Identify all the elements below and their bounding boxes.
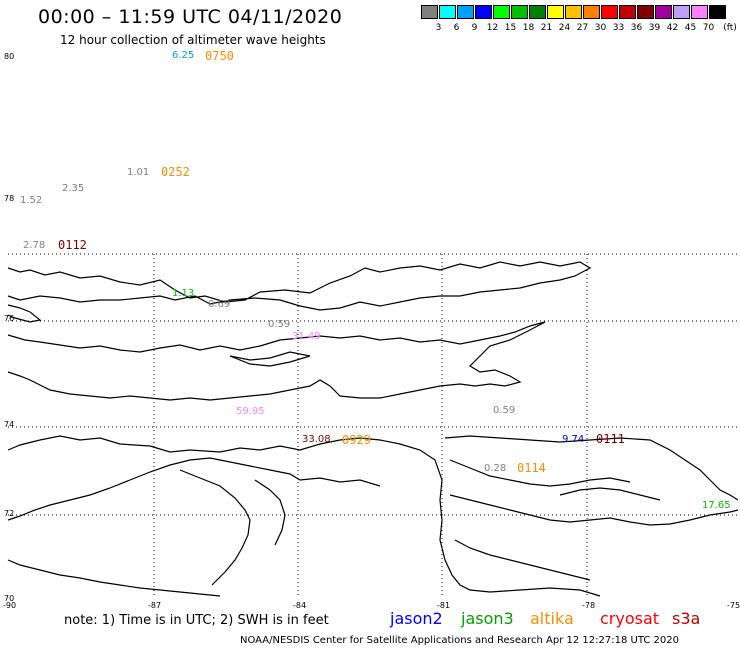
swh-value: 0.59	[268, 319, 291, 330]
colorbar-swatch	[493, 5, 510, 19]
latitude-label: 76	[4, 314, 15, 323]
swh-value: 1.52	[20, 195, 43, 206]
swh-value: 0.69	[208, 299, 231, 310]
colorbar-tick-label: 21	[540, 23, 553, 33]
colorbar-swatch	[619, 5, 636, 19]
colorbar-unit: (ft)	[723, 23, 737, 33]
colorbar-tick-label: 42	[666, 23, 679, 33]
swh-value: 0.28	[484, 463, 507, 474]
footer-note: note: 1) Time is in UTC; 2) SWH is in fe…	[64, 613, 329, 628]
colorbar-swatch	[637, 5, 654, 19]
pass-time-label: 0750	[205, 49, 234, 63]
pass-time-label: 0929	[342, 433, 371, 447]
swh-value: 0.59	[493, 405, 516, 416]
satellite-legend-item: s3a	[672, 609, 701, 628]
page-subtitle: 12 hour collection of altimeter wave hei…	[60, 33, 326, 47]
colorbar-tick-label: 24	[558, 23, 571, 33]
swh-value: 2.35	[62, 183, 85, 194]
colorbar-swatch	[439, 5, 456, 19]
pass-time-label: 0252	[161, 165, 190, 179]
swh-value: 2.78	[23, 240, 46, 251]
colorbar-swatch	[709, 5, 726, 19]
colorbar-swatch	[547, 5, 564, 19]
colorbar-swatch	[673, 5, 690, 19]
colorbar-swatch	[457, 5, 474, 19]
longitude-label: -75	[727, 601, 740, 610]
colorbar-swatch	[691, 5, 708, 19]
colorbar-tick-label: 45	[684, 23, 697, 33]
colorbar-tick-label: 39	[648, 23, 661, 33]
coastline	[7, 261, 739, 597]
satellite-legend-item: jason3	[461, 609, 514, 628]
colorbar-swatch	[655, 5, 672, 19]
longitude-label: -90	[3, 601, 17, 610]
swh-value: 33.08	[302, 434, 331, 445]
latitude-label: 80	[4, 52, 15, 61]
swh-value: 59.95	[236, 406, 265, 417]
colorbar-swatch	[421, 5, 438, 19]
swh-value: 17.65	[702, 500, 731, 511]
colorbar-tick-label: 36	[630, 23, 643, 33]
satellite-legend-item: cryosat	[600, 609, 660, 628]
colorbar-tick-label: 12	[486, 23, 499, 33]
colorbar-tick-label: 33	[612, 23, 625, 33]
longitude-label: -87	[148, 601, 162, 610]
colorbar-swatch	[583, 5, 600, 19]
swh-value: 9.74	[562, 434, 585, 445]
longitude-label: -84	[293, 601, 307, 610]
colorbar-swatch	[565, 5, 582, 19]
graticule	[8, 253, 738, 598]
swh-value: 31.49	[292, 331, 321, 342]
swh-value: 1.13	[172, 288, 195, 299]
pass-time-label: 0111	[596, 432, 625, 446]
colorbar-tick-label: 3	[435, 23, 442, 33]
satellite-legend-item: altika	[530, 609, 574, 628]
latitude-label: 78	[4, 194, 15, 203]
credit-line: NOAA/NESDIS Center for Satellite Applica…	[240, 635, 679, 646]
latitude-label: 70	[4, 594, 15, 603]
colorbar-tick-label: 9	[471, 23, 478, 33]
pass-time-label: 0114	[517, 461, 546, 475]
colorbar-swatch	[529, 5, 546, 19]
swh-value: 1.01	[127, 167, 150, 178]
latitude-label: 74	[4, 420, 15, 429]
colorbar-swatch	[475, 5, 492, 19]
pass-time-label: 0112	[58, 238, 87, 252]
page-title: 00:00 – 11:59 UTC 04/11/2020	[38, 6, 343, 28]
colorbar-tick-label: 70	[702, 23, 715, 33]
latitude-label: 72	[4, 509, 15, 518]
swh-value: 6.25	[172, 50, 195, 61]
longitude-label: -81	[437, 601, 451, 610]
satellite-legend-item: jason2	[390, 609, 443, 628]
colorbar-tick-label: 18	[522, 23, 535, 33]
colorbar-swatch	[601, 5, 618, 19]
colorbar-tick-label: 15	[504, 23, 517, 33]
colorbar-tick-label: 6	[453, 23, 460, 33]
colorbar-tick-label: 30	[594, 23, 607, 33]
longitude-label: -78	[582, 601, 596, 610]
colorbar-swatch	[511, 5, 528, 19]
colorbar-tick-label: 27	[576, 23, 589, 33]
